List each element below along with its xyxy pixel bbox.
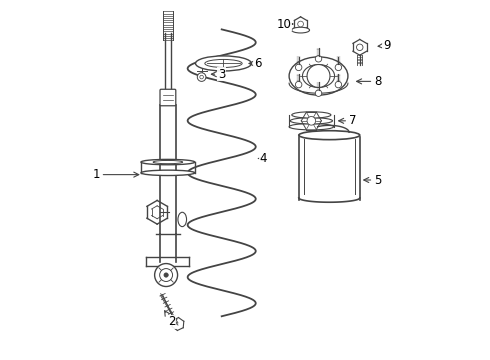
Circle shape [307, 117, 316, 125]
Ellipse shape [292, 112, 331, 118]
Ellipse shape [289, 123, 334, 130]
Ellipse shape [289, 57, 348, 95]
Text: 7: 7 [339, 114, 356, 127]
Text: 1: 1 [93, 168, 139, 181]
Circle shape [295, 64, 302, 71]
Circle shape [200, 75, 203, 79]
Circle shape [155, 264, 177, 287]
Text: 8: 8 [357, 75, 381, 88]
Ellipse shape [299, 131, 360, 140]
Circle shape [315, 55, 322, 62]
Ellipse shape [153, 161, 183, 164]
Circle shape [298, 21, 303, 27]
Circle shape [197, 73, 206, 81]
Ellipse shape [196, 56, 251, 71]
Circle shape [335, 81, 342, 88]
Text: 2: 2 [165, 311, 175, 328]
Ellipse shape [205, 59, 242, 67]
Circle shape [307, 64, 330, 87]
Circle shape [295, 81, 302, 88]
Ellipse shape [141, 159, 195, 165]
FancyBboxPatch shape [160, 89, 176, 106]
Text: 10: 10 [277, 18, 293, 31]
Text: 9: 9 [378, 39, 391, 52]
Ellipse shape [290, 118, 333, 124]
Ellipse shape [302, 64, 335, 87]
Text: 6: 6 [249, 57, 261, 70]
Text: 3: 3 [211, 68, 225, 81]
Circle shape [160, 269, 172, 282]
Text: 4: 4 [258, 152, 267, 165]
Circle shape [357, 44, 363, 50]
Ellipse shape [292, 27, 310, 33]
Circle shape [164, 273, 168, 277]
Circle shape [315, 90, 322, 96]
Ellipse shape [178, 212, 187, 226]
Ellipse shape [141, 170, 195, 176]
Circle shape [335, 64, 342, 71]
Text: 5: 5 [364, 174, 381, 186]
